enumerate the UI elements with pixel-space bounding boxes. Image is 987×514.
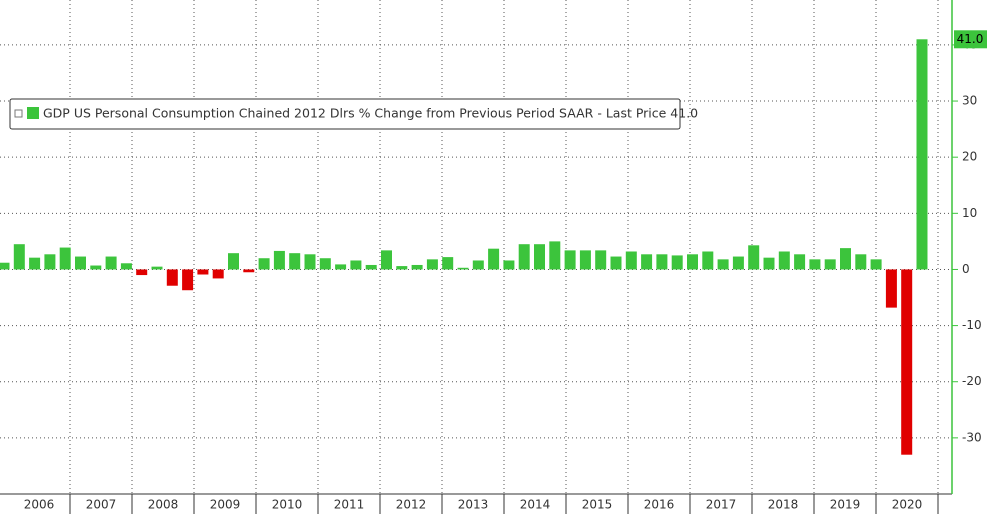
bar bbox=[625, 251, 637, 270]
x-tick-label: 2012 bbox=[396, 498, 427, 512]
bar bbox=[105, 256, 117, 270]
bar bbox=[381, 250, 392, 270]
last-price-label: 41.0 bbox=[957, 32, 984, 46]
bar bbox=[794, 254, 806, 270]
bar bbox=[350, 260, 362, 270]
bar bbox=[916, 39, 928, 270]
y-tick-label: 20 bbox=[962, 150, 977, 164]
last-price-tag bbox=[954, 30, 987, 49]
bar bbox=[671, 255, 683, 270]
bar bbox=[579, 250, 591, 270]
bar bbox=[641, 254, 653, 270]
legend-toggle[interactable] bbox=[14, 109, 23, 118]
bar bbox=[488, 248, 500, 270]
y-tick-label: -30 bbox=[962, 430, 982, 444]
bar bbox=[778, 251, 790, 270]
bar bbox=[855, 254, 867, 270]
bar bbox=[396, 266, 408, 270]
bar bbox=[840, 248, 851, 270]
bar bbox=[182, 269, 194, 291]
bar bbox=[824, 259, 836, 270]
bar bbox=[44, 254, 56, 270]
bar bbox=[319, 258, 331, 270]
bar bbox=[901, 269, 913, 455]
bar bbox=[564, 250, 576, 270]
bar bbox=[90, 265, 102, 270]
x-tick-label: 2007 bbox=[86, 498, 117, 512]
legend-label: GDP US Personal Consumption Chained 2012… bbox=[43, 106, 698, 121]
bar bbox=[549, 241, 561, 270]
bar bbox=[732, 256, 744, 270]
bar bbox=[228, 253, 239, 270]
bar bbox=[411, 264, 423, 270]
bar bbox=[273, 250, 285, 270]
bar bbox=[335, 264, 347, 270]
bar bbox=[610, 256, 622, 270]
bar bbox=[426, 259, 438, 270]
bar bbox=[687, 254, 698, 270]
bar bbox=[212, 269, 224, 279]
x-tick-label: 2008 bbox=[148, 498, 179, 512]
bar bbox=[75, 256, 86, 270]
x-tick-label: 2009 bbox=[210, 498, 241, 512]
x-tick-label: 2016 bbox=[644, 498, 675, 512]
bar bbox=[534, 244, 545, 270]
y-tick-label: 0 bbox=[962, 262, 970, 276]
bar bbox=[518, 244, 530, 270]
y-tick-label: 10 bbox=[962, 206, 977, 220]
y-tick-label: -10 bbox=[962, 318, 982, 332]
x-tick-label: 2010 bbox=[272, 498, 303, 512]
bar bbox=[13, 244, 25, 270]
x-tick-label: 2013 bbox=[458, 498, 489, 512]
y-tick-label: -20 bbox=[962, 374, 982, 388]
bar bbox=[717, 259, 729, 270]
bar bbox=[885, 269, 897, 308]
bar bbox=[748, 245, 760, 270]
y-tick-label: 30 bbox=[962, 94, 977, 108]
bar bbox=[151, 266, 163, 270]
bar bbox=[702, 251, 714, 270]
bar bbox=[29, 257, 41, 270]
bar bbox=[365, 264, 377, 270]
legend-swatch bbox=[27, 107, 39, 119]
bar bbox=[59, 247, 71, 270]
bar bbox=[120, 263, 132, 270]
x-tick-label: 2014 bbox=[520, 498, 551, 512]
x-tick-label: 2018 bbox=[768, 498, 799, 512]
bar bbox=[289, 253, 301, 270]
bar bbox=[595, 250, 607, 270]
bar bbox=[197, 269, 209, 275]
bar bbox=[656, 254, 668, 270]
bar bbox=[166, 269, 178, 286]
legend-box bbox=[9, 98, 681, 130]
x-tick-label: 2006 bbox=[24, 498, 55, 512]
bar bbox=[258, 258, 270, 270]
bar bbox=[457, 267, 469, 270]
x-tick-label: 2015 bbox=[582, 498, 613, 512]
bar bbox=[304, 254, 316, 270]
legend: GDP US Personal Consumption Chained 2012… bbox=[9, 98, 698, 130]
bar bbox=[870, 259, 882, 270]
x-tick-label: 2019 bbox=[830, 498, 861, 512]
x-tick-label: 2011 bbox=[334, 498, 365, 512]
bar bbox=[243, 269, 255, 273]
x-tick-label: 2017 bbox=[706, 498, 737, 512]
bar bbox=[472, 260, 484, 270]
bar bbox=[442, 257, 454, 270]
bar bbox=[809, 259, 821, 270]
x-tick-label: 2020 bbox=[892, 498, 923, 512]
bar bbox=[763, 257, 775, 270]
bar bbox=[136, 269, 148, 276]
bar bbox=[0, 262, 10, 270]
bar bbox=[503, 260, 515, 270]
